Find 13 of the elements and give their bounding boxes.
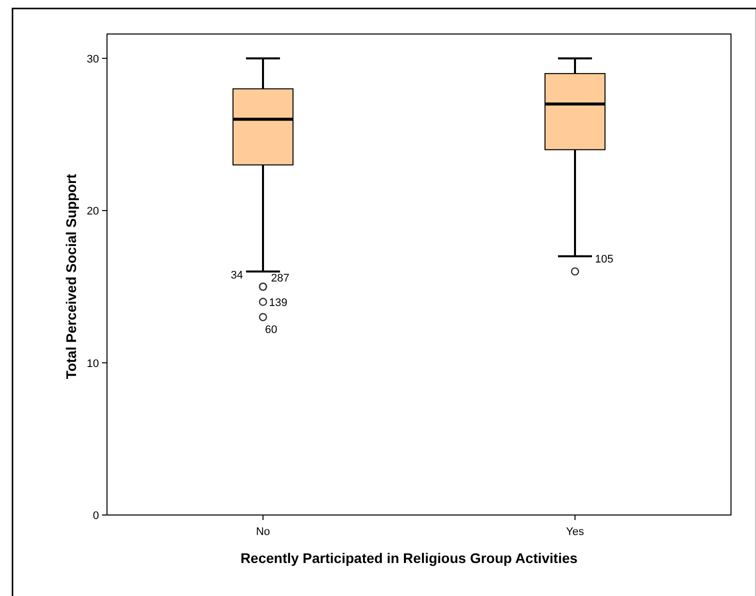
y-tick-label: 0 (92, 510, 99, 522)
y-tick-label: 30 (86, 53, 99, 66)
annotation: 287 (271, 272, 290, 285)
annotation: 105 (595, 253, 614, 266)
annotation: 139 (269, 296, 288, 309)
y-tick-label: 10 (86, 358, 99, 370)
x-tick-label: Yes (566, 526, 584, 538)
annotation: 34 (230, 270, 243, 282)
y-tick-label: 20 (86, 206, 99, 218)
annotation: 60 (265, 324, 278, 336)
x-axis-title: Recently Participated in Religious Group Activities (240, 550, 578, 566)
y-axis-title: Total Perceived Social Support (63, 174, 79, 380)
x-tick-label: No (256, 526, 270, 538)
